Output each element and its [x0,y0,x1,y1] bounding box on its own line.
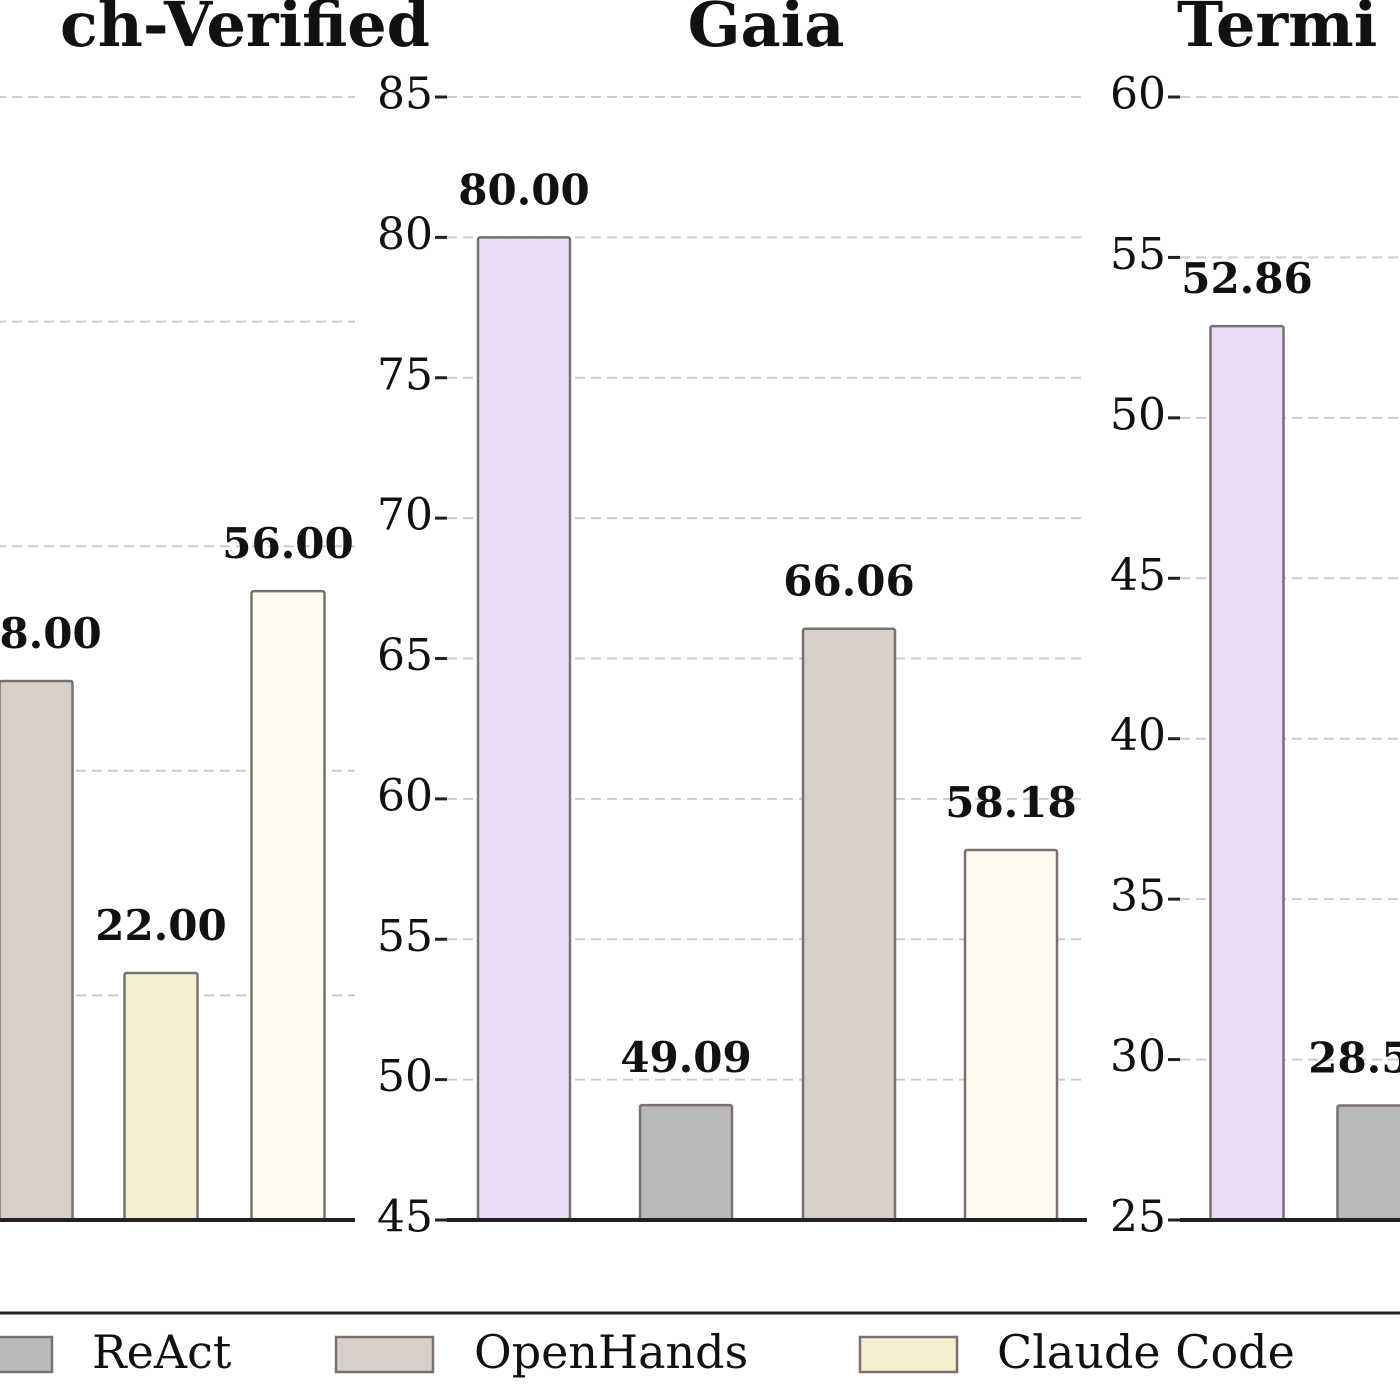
legend-label: Claude Code [997,1325,1295,1379]
panel-title: Termi [1177,0,1377,61]
panel-title: Gaia [688,0,845,61]
value-label: 56.00 [222,519,354,568]
y-tick-label: 75 [377,349,433,400]
y-tick-label: 40 [1110,710,1166,761]
value-label: 48.00 [0,609,102,658]
bar [250,589,326,1222]
value-label: 28.57 [1308,1033,1400,1082]
y-tick-label: 45 [1110,550,1166,601]
legend-swatch [0,1335,54,1374]
legend-swatch [858,1335,959,1374]
bar [1336,1104,1400,1222]
y-tick-label: 25 [1110,1192,1166,1243]
value-label: 58.18 [945,778,1077,827]
y-tick-label: 30 [1110,1031,1166,1082]
bar [638,1103,734,1222]
legend-label: ReAct [92,1325,232,1379]
y-tick-label: 65 [377,630,433,681]
value-label: 49.09 [620,1033,752,1082]
legend-swatch [334,1335,435,1374]
panel-title: ch-Verified [60,0,430,61]
y-tick-label: 50 [377,1051,433,1102]
y-tick-label: 60 [1110,69,1166,120]
y-tick-label: 45 [377,1192,433,1243]
value-label: 52.86 [1181,254,1313,303]
legend-box [0,1311,1400,1400]
value-label: 22.00 [95,901,227,950]
bar [123,971,199,1222]
y-tick-label: 60 [377,770,433,821]
y-tick-label: 35 [1110,871,1166,922]
bar [1209,324,1285,1222]
bar [476,236,572,1222]
y-tick-label: 55 [377,911,433,962]
y-tick-label: 50 [1110,389,1166,440]
y-tick-label: 80 [377,209,433,260]
value-label: 66.06 [783,557,915,606]
legend-label: OpenHands [474,1325,748,1379]
bar [963,848,1059,1222]
bar [0,679,74,1222]
y-tick-label: 70 [377,490,433,541]
y-tick-label: 55 [1110,229,1166,280]
value-label: 80.00 [458,165,590,214]
y-tick-label: 85 [377,69,433,120]
bar [801,627,897,1222]
